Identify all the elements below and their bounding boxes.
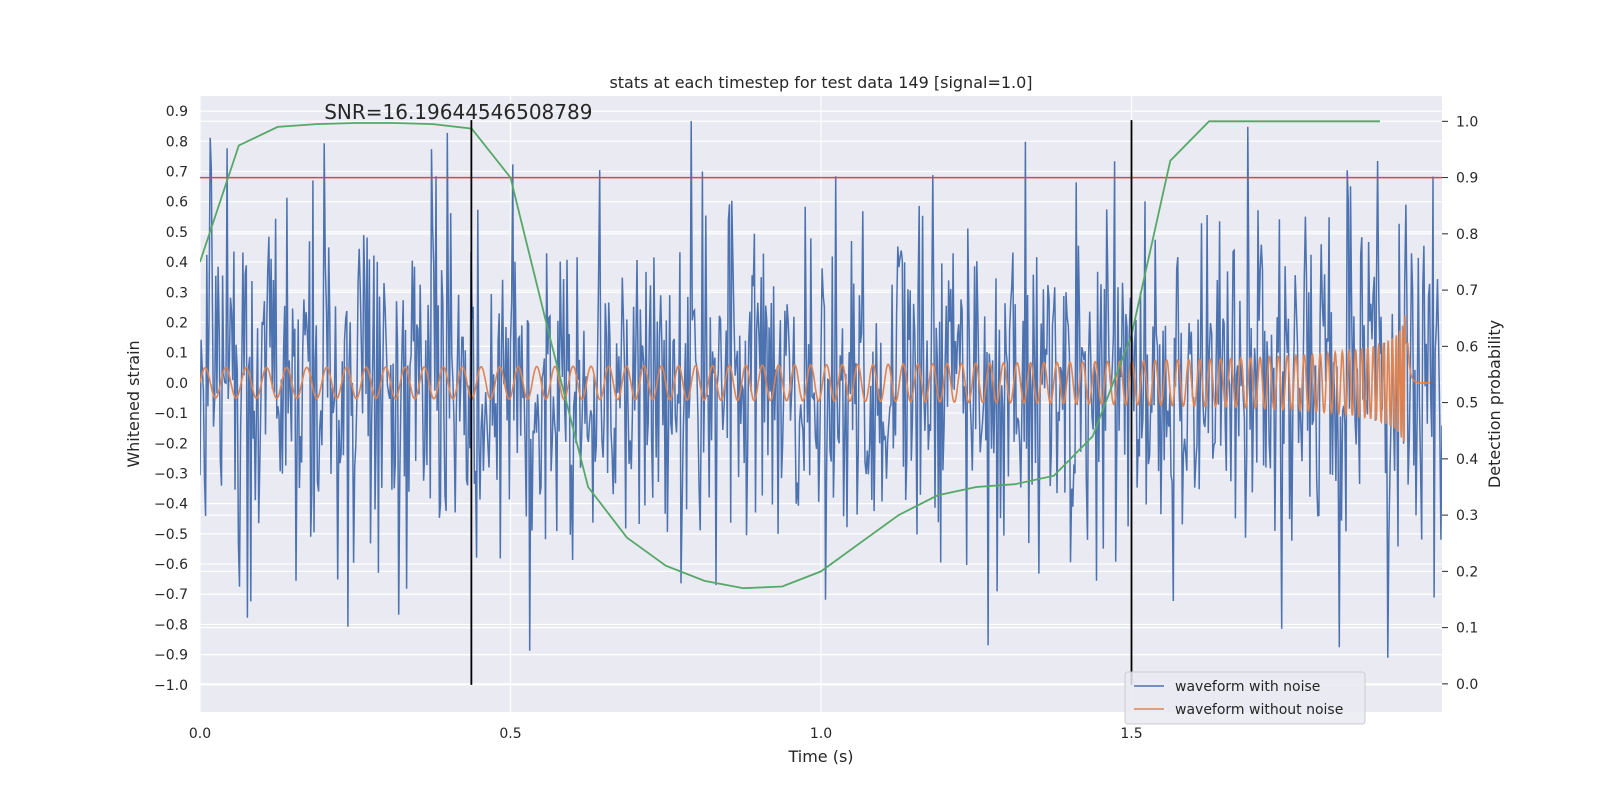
y2-tick-label: 0.5 [1456,396,1478,412]
y2-tick-label: 0.4 [1456,452,1478,468]
snr-annotation: SNR=16.19644546508789 [324,100,592,124]
y-tick-label: 0.6 [166,195,188,211]
y-tick-label: −1.0 [154,678,188,694]
y2-tick-label: 0.0 [1456,677,1478,693]
series-detection-probability [200,120,1380,590]
data-layer [200,120,1442,685]
y-tick-label: −0.3 [154,466,188,482]
y-axis-label: Whitened strain [124,340,143,467]
x-tick-label: 0.5 [499,726,521,742]
y2-axis-ticks: 1.0 0.9 0.8 0.7 0.6 0.5 0.4 0.3 0.2 0.1 0.0 [1442,114,1478,693]
y-axis-ticks: 0.9 0.8 0.7 0.6 0.5 0.4 0.3 0.2 0.1 0.0 −0.1 −0.2 −0… [154,104,188,694]
y-tick-label: −0.6 [154,557,188,573]
x-tick-label: 1.5 [1120,726,1142,742]
y-tick-label: 0.0 [166,376,188,392]
legend-label-noise: waveform with noise [1175,679,1320,695]
y2-tick-label: 0.9 [1456,171,1478,187]
x-tick-label: 0.0 [189,726,211,742]
y2-tick-label: 0.7 [1456,283,1478,299]
y2-tick-label: 1.0 [1456,114,1478,130]
y-tick-label: 0.5 [166,225,188,241]
y-tick-label: 0.4 [166,255,188,271]
y-tick-label: 0.3 [166,285,188,301]
y-tick-label: 0.1 [166,346,188,362]
y2-tick-label: 0.8 [1456,227,1478,243]
y-tick-label: −0.2 [154,436,188,452]
chart-title: stats at each timestep for test data 149… [609,73,1032,92]
y-tick-label: 0.8 [166,134,188,150]
y-tick-label: −0.9 [154,648,188,664]
x-tick-label: 1.0 [810,726,832,742]
y-tick-label: −0.8 [154,617,188,633]
legend-box [1124,671,1366,725]
y-tick-label: −0.7 [154,587,188,603]
x-axis-label: Time (s) [787,747,853,766]
y2-tick-label: 0.2 [1456,564,1478,580]
x-axis-ticks: 0.0 0.5 1.0 1.5 [189,726,1143,742]
legend: waveform with noise waveform without noi… [1124,671,1366,725]
y-tick-label: −0.1 [154,406,188,422]
y-tick-label: −0.4 [154,497,188,513]
y2-axis-label: Detection probability [1485,320,1504,488]
y2-tick-label: 0.6 [1456,339,1478,355]
y2-tick-label: 0.1 [1456,621,1478,637]
y2-tick-label: 0.3 [1456,508,1478,524]
legend-label-clean: waveform without noise [1175,702,1343,718]
y-tick-label: 0.9 [166,104,188,120]
y-tick-label: −0.5 [154,527,188,543]
series-waveform-with-noise [200,121,1442,658]
y-tick-label: 0.7 [166,164,188,180]
y-tick-label: 0.2 [166,315,188,331]
series-waveform-without-noise [200,315,1430,442]
